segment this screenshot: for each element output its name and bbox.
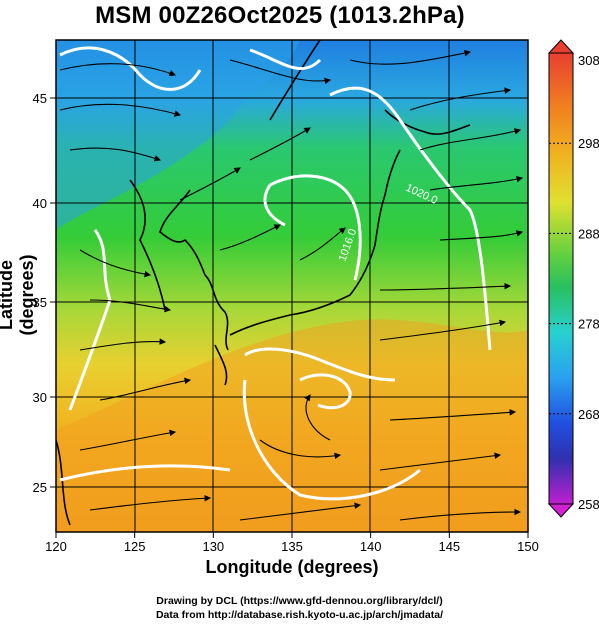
lat-lon-grid	[56, 40, 528, 532]
y-tick-label: 35	[33, 295, 47, 310]
x-axis-label: Longitude (degrees)	[205, 557, 379, 577]
y-tick-label: 25	[33, 480, 47, 495]
colorbar-tick-label: 258	[578, 497, 599, 512]
x-tick-label: 145	[438, 539, 460, 554]
y-tick-label: 40	[33, 196, 47, 211]
colorbar-tick-label: 278	[578, 317, 599, 332]
colorbar: 308 298 288 278 268 258	[547, 39, 599, 518]
colorbar-top-arrow	[547, 39, 575, 54]
map-plot-area	[56, 40, 528, 532]
coastlines	[56, 40, 471, 526]
credit-drawing: Drawing by DCL (https://www.gfd-dennou.o…	[156, 595, 443, 607]
isobars	[59, 46, 492, 501]
x-tick-label: 120	[45, 539, 67, 554]
colorbar-scale	[548, 52, 574, 505]
y-axis-ticks: 45 40 35 30 25	[33, 91, 56, 495]
x-tick-label: 135	[281, 539, 303, 554]
colorbar-ticks: 308 298 288 278 268 258	[549, 52, 599, 512]
x-axis-ticks: 120 125 130 135 140 145 150	[45, 532, 539, 554]
x-tick-label: 140	[360, 539, 382, 554]
colorbar-tick-label: 288	[578, 226, 599, 241]
x-tick-label: 150	[517, 539, 539, 554]
y-tick-label: 45	[33, 91, 47, 106]
colorbar-bottom-arrow	[547, 503, 575, 518]
map-title: MSM 00Z26Oct2025 (1013.2hPa)	[95, 2, 465, 29]
y-tick-label: 30	[33, 390, 47, 405]
colorbar-tick-label: 298	[578, 136, 599, 151]
cold-region	[56, 40, 300, 230]
streamlines	[59, 49, 524, 521]
x-tick-label: 130	[202, 539, 224, 554]
x-tick-label: 125	[124, 539, 146, 554]
y-axis-label: Latitude (degrees)	[0, 254, 37, 336]
credit-data: Data from http://database.rish.kyoto-u.a…	[155, 609, 444, 621]
colorbar-tick-label: 268	[578, 407, 599, 422]
colorbar-tick-label: 308	[578, 53, 599, 68]
